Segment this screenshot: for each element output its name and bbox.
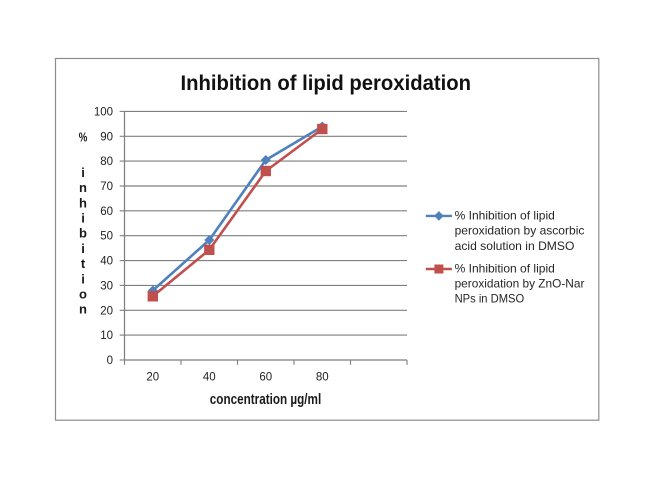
svg-text:% Inhibition of lipid: % Inhibition of lipid [455, 261, 555, 275]
svg-text:peroxidation by ZnO-Nar: peroxidation by ZnO-Nar [455, 277, 585, 291]
svg-text:Inhibition of lipid peroxidati: Inhibition of lipid peroxidation [181, 72, 472, 95]
svg-text:n: n [79, 302, 87, 317]
svg-text:20: 20 [146, 372, 159, 384]
svg-text:30: 30 [100, 280, 113, 292]
svg-text:20: 20 [100, 305, 113, 317]
svg-text:i: i [81, 271, 85, 286]
svg-text:60: 60 [259, 372, 272, 384]
svg-text:i: i [81, 241, 85, 256]
svg-text:40: 40 [203, 372, 216, 384]
svg-text:10: 10 [100, 330, 113, 342]
svg-text:40: 40 [100, 256, 113, 268]
svg-text:100: 100 [94, 106, 113, 118]
svg-text:90: 90 [100, 131, 113, 143]
svg-text:o: o [79, 287, 87, 302]
svg-text:60: 60 [100, 206, 113, 218]
svg-text:peroxidation by ascorbic: peroxidation by ascorbic [455, 224, 585, 238]
svg-text:80: 80 [100, 156, 113, 168]
svg-text:0: 0 [107, 355, 113, 367]
svg-text:n: n [79, 180, 87, 195]
svg-text:80: 80 [316, 372, 329, 384]
svg-text:% Inhibition of lipid: % Inhibition of lipid [455, 208, 555, 222]
svg-text:t: t [81, 256, 86, 271]
svg-text:i: i [81, 165, 85, 180]
svg-text:70: 70 [100, 181, 113, 193]
svg-text:%: % [79, 129, 88, 144]
svg-text:acid solution in DMSO: acid solution in DMSO [455, 239, 575, 253]
svg-text:concentration µg/ml: concentration µg/ml [210, 392, 321, 408]
svg-text:i: i [81, 211, 85, 226]
svg-text:50: 50 [100, 231, 113, 243]
svg-text:NPs in DMSO: NPs in DMSO [455, 292, 525, 306]
svg-text:b: b [79, 226, 87, 241]
svg-text:h: h [79, 195, 87, 210]
